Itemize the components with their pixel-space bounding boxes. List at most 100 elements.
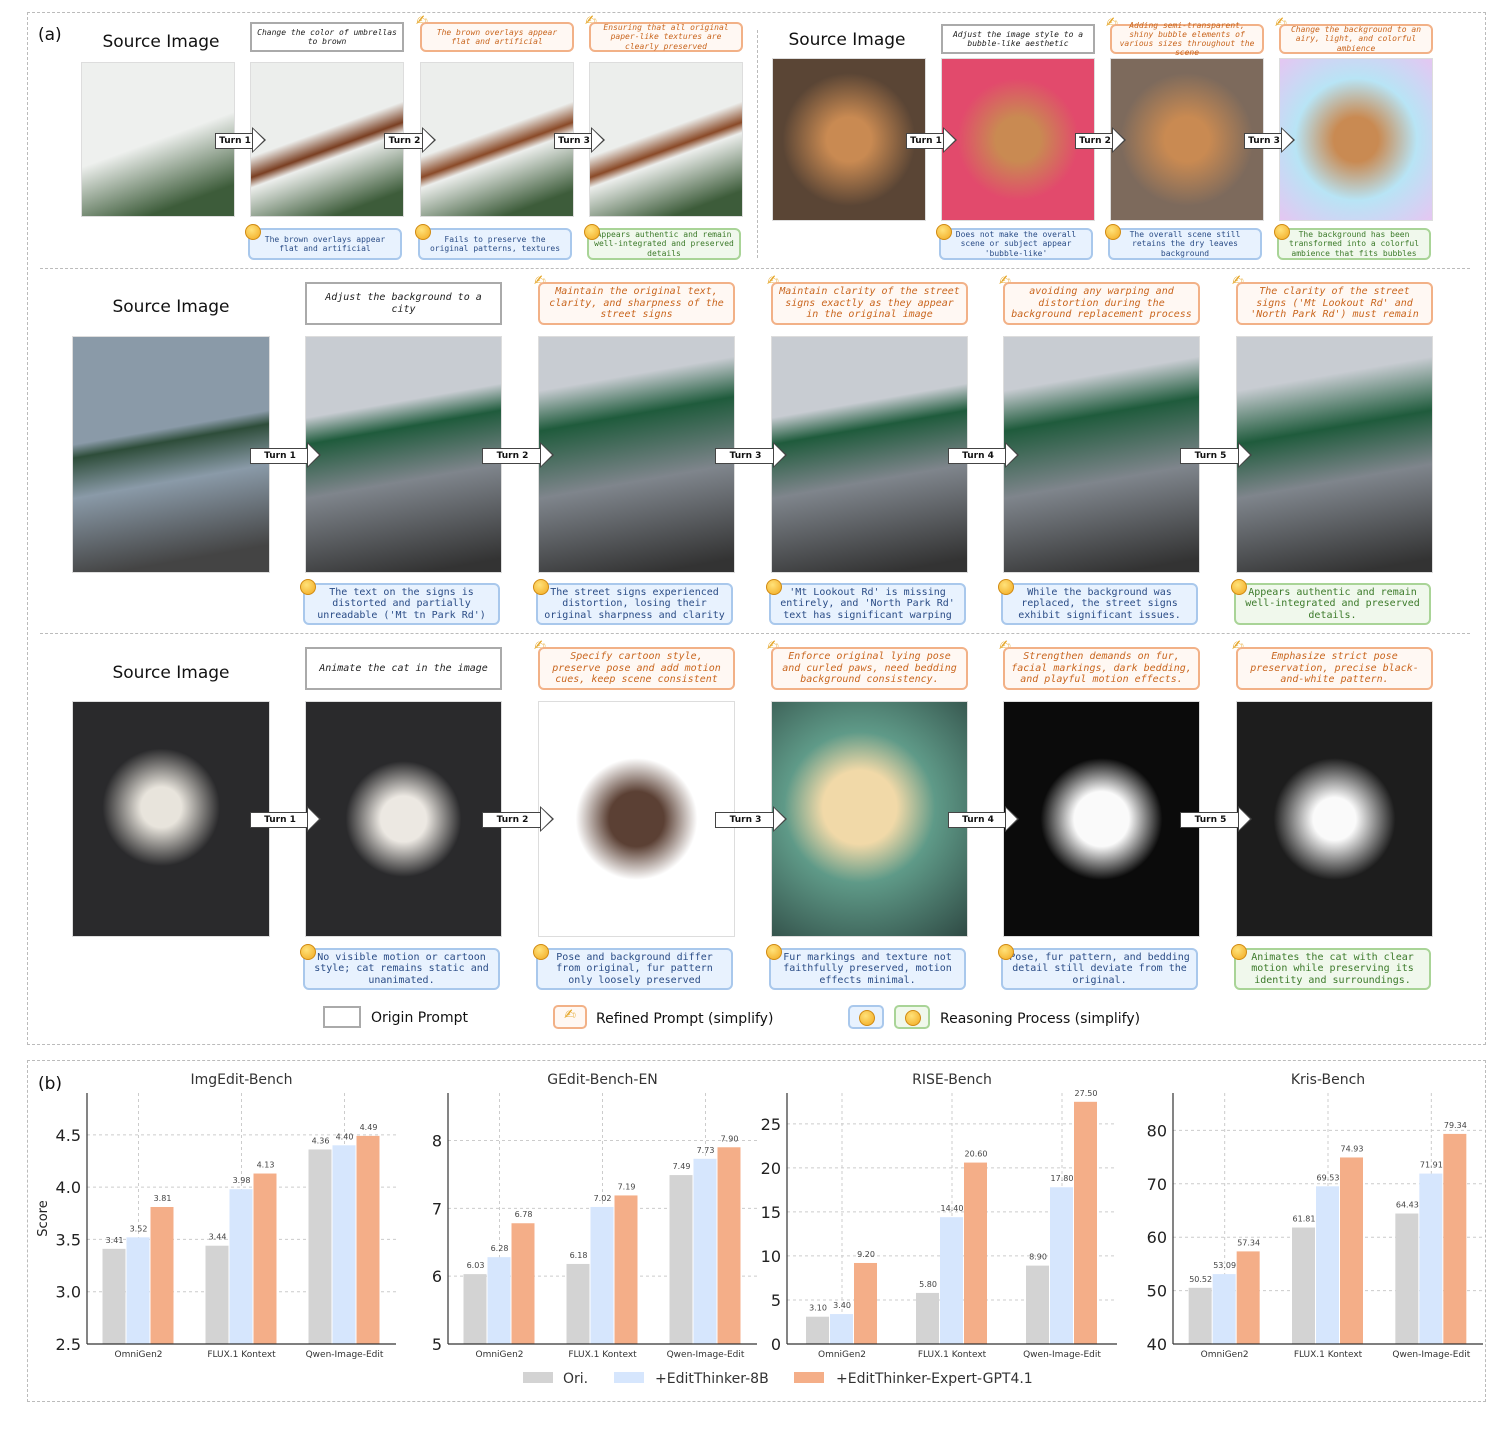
turn-label: Turn 4 [948,812,1007,828]
origin-prompt-box: Adjust the image style to a bubble-like … [941,24,1095,54]
refined-prompt-legend-label: Refined Prompt (simplify) [596,1011,774,1027]
writing-hand-icon: ✍ [1106,15,1118,31]
edited-image-turn-2 [538,336,735,573]
bar [693,1158,717,1344]
monocle-face-icon [300,579,316,595]
refined-prompt-box: Strengthen demands on fur, facial markin… [1003,647,1200,690]
y-tick-label: 50 [1147,1282,1167,1301]
refined-prompt-box: Emphasize strict pose preservation, prec… [1236,647,1433,690]
monocle-face-icon [766,944,782,960]
edited-image-turn-4 [1003,336,1200,573]
reasoning-box: Does not make the overall scene or subje… [939,228,1093,260]
origin-prompt-box: Change the color of umbrellas to brown [250,22,404,52]
reasoning-box: Fur markings and texture not faithfully … [769,948,966,990]
party-face-icon [1231,579,1247,595]
data-label: 61.81 [1293,1215,1316,1224]
writing-hand-icon: ✍ [1232,273,1244,289]
party-face-icon [894,1005,930,1029]
refined-prompt-box: The clarity of the street signs ('Mt Loo… [1236,282,1433,325]
turn-arrow: Turn 2 [482,441,554,468]
y-tick-label: 20 [761,1159,781,1178]
bar [463,1274,487,1344]
edited-image-turn-3 [771,336,968,573]
edited-image-turn-2 [1110,58,1264,221]
edited-image-turn-5 [1236,701,1433,937]
data-label: 53.09 [1213,1261,1236,1270]
turn-label: Turn 1 [906,132,945,149]
data-label: 4.36 [312,1136,330,1145]
bar [1419,1173,1443,1344]
arrow-head-icon [1282,128,1293,151]
y-axis-label: Score [36,1200,51,1236]
writing-hand-icon: ✍ [999,638,1011,654]
arrow-head-icon [592,128,603,151]
bar [717,1147,741,1344]
origin-prompt-box: Adjust the background to a city [305,282,502,325]
bar [356,1135,380,1344]
bar [940,1217,963,1344]
bar [102,1248,126,1344]
data-label: 20.60 [965,1150,988,1159]
turn-label: Turn 3 [1244,132,1283,149]
arrow-head-icon [774,443,785,466]
origin-prompt-legend-label: Origin Prompt [371,1010,468,1026]
bar [332,1145,356,1344]
data-label: 7.02 [594,1194,612,1203]
data-label: 69.53 [1317,1173,1340,1182]
edited-image-turn-1 [941,58,1095,221]
turn-arrow: Turn 1 [906,126,957,153]
bar [487,1257,511,1344]
origin-prompt-legend-swatch [323,1006,361,1028]
arrow-head-icon [308,808,319,830]
source-image-label: Source Image [788,30,906,50]
turn-arrow: Turn 1 [215,126,266,153]
data-label: 6.28 [491,1244,509,1253]
y-tick-label: 25 [761,1115,781,1134]
reasoning-box: Pose and background differ from original… [536,948,733,990]
turn-label: Turn 3 [715,447,775,464]
source-image-label: Source Image [112,663,230,683]
writing-hand-icon: ✍ [534,273,546,289]
monocle-face-icon [533,579,549,595]
turn-arrow: Turn 4 [948,806,1019,832]
writing-hand-icon: ✍ [534,638,546,654]
bar [590,1206,614,1344]
source-image-label: Source Image [102,32,220,52]
edited-image-turn-3 [589,62,743,217]
legend-label: +EditThinker-Expert-GPT4.1 [836,1371,1033,1387]
panel-b-label: (b) [38,1074,63,1094]
turn-label: Turn 1 [215,132,254,149]
bar [126,1237,150,1344]
turn-arrow: Turn 3 [715,806,787,832]
arrow-head-icon [541,443,552,466]
data-label: 3.52 [130,1224,148,1233]
bar [1212,1274,1236,1344]
turn-label: Turn 5 [1180,812,1240,828]
edited-image-turn-1 [305,701,502,937]
turn-arrow: Turn 3 [1244,126,1295,153]
arrow-head-icon [1006,808,1017,830]
data-label: 4.49 [360,1123,378,1132]
data-label: 6.78 [515,1210,533,1219]
edited-image-turn-4 [1003,701,1200,937]
divider [40,268,1470,269]
x-tick-label: Qwen-Image-Edit [1392,1350,1470,1360]
reasoning-box: Appears authentic and remain well-integr… [1234,583,1431,625]
data-label: 9.20 [857,1250,875,1259]
y-tick-label: 4.0 [56,1178,81,1197]
data-label: 7.73 [697,1146,715,1155]
monocle-face-icon [533,944,549,960]
bar [669,1175,693,1344]
reasoning-legend-label: Reasoning Process (simplify) [940,1011,1141,1027]
data-label: 71.91 [1420,1161,1443,1170]
edited-image-turn-1 [305,336,502,573]
writing-hand-icon: ✍ [999,273,1011,289]
reasoning-box: Fails to preserve the original patterns,… [418,228,572,260]
data-label: 8.90 [1029,1253,1047,1262]
refined-prompt-box: avoiding any warping and distortion duri… [1003,282,1200,325]
bar [205,1245,229,1344]
legend-label: +EditThinker-8B [655,1371,769,1387]
data-label: 50.52 [1189,1275,1212,1284]
turn-arrow: Turn 5 [1180,806,1252,832]
y-tick-label: 2.5 [56,1335,81,1354]
